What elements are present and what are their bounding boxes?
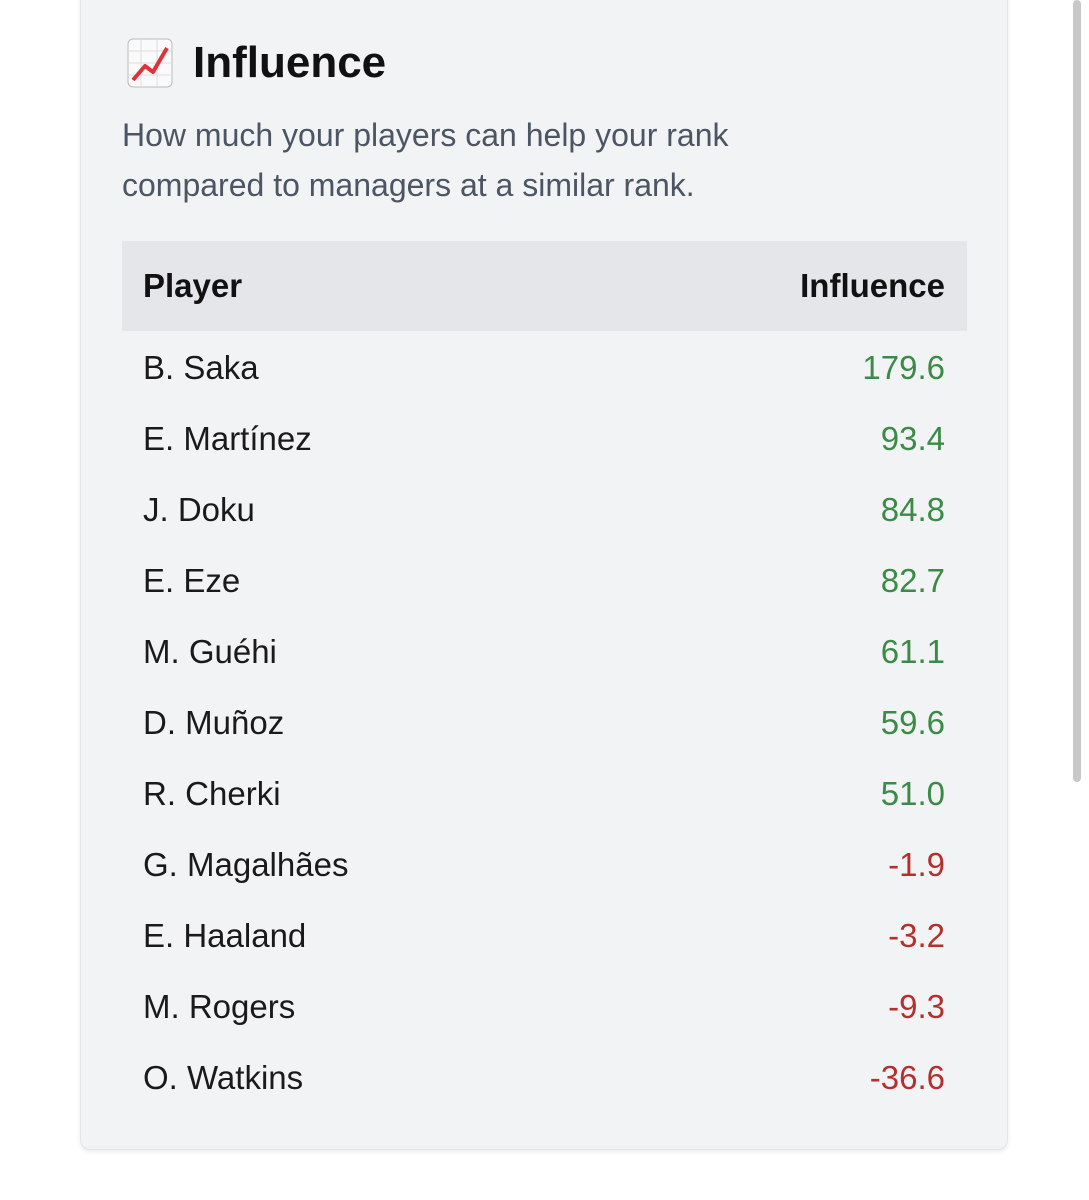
table-row: D. Muñoz 59.6 [122, 687, 967, 758]
influence-value: 61.1 [880, 633, 945, 670]
player-name: G. Magalhães [143, 846, 349, 883]
table-header: Player Influence [122, 241, 967, 331]
table-row: E. Eze 82.7 [122, 545, 967, 616]
player-name: E. Eze [143, 562, 241, 599]
influence-value: 82.7 [880, 562, 945, 599]
table-row: E. Martínez 93.4 [122, 403, 967, 474]
player-name: J. Doku [143, 491, 255, 528]
column-header: Influence [800, 267, 945, 304]
influence-value: -1.9 [888, 846, 945, 883]
influence-value: 59.6 [880, 704, 945, 741]
table-row: M. Rogers -9.3 [122, 971, 967, 1042]
table-row: R. Cherki 51.0 [122, 758, 967, 829]
player-name: D. Muñoz [143, 704, 285, 741]
table-row: G. Magalhães -1.9 [122, 829, 967, 900]
influence-value: -3.2 [888, 917, 945, 954]
player-name: R. Cherki [143, 775, 281, 812]
player-name: M. Guéhi [143, 633, 277, 670]
table-row: M. Guéhi 61.1 [122, 616, 967, 687]
player-name: O. Watkins [143, 1059, 304, 1096]
player-name: M. Rogers [143, 988, 296, 1025]
subtitle: How much your players can help your rank… [122, 117, 729, 203]
player-name: E. Haaland [143, 917, 307, 954]
table-row: O. Watkins -36.6 [122, 1042, 967, 1113]
title: Influence [193, 38, 387, 87]
player-name: E. Martínez [143, 420, 312, 457]
table-row: E. Haaland -3.2 [122, 900, 967, 971]
table-row: B. Saka 179.6 [122, 332, 967, 403]
influence-value: 179.6 [862, 349, 945, 386]
chart-icon [127, 38, 173, 88]
influence-value: -9.3 [888, 988, 945, 1025]
influence-value: 93.4 [880, 420, 945, 457]
influence-value: -36.6 [869, 1059, 945, 1096]
influence-value: 51.0 [880, 775, 945, 812]
scrollbar [1073, 0, 1081, 782]
card [80, 0, 1008, 1150]
column-header: Player [143, 267, 243, 304]
player-name: B. Saka [143, 349, 259, 386]
influence-value: 84.8 [880, 491, 945, 528]
table-row: J. Doku 84.8 [122, 474, 967, 545]
